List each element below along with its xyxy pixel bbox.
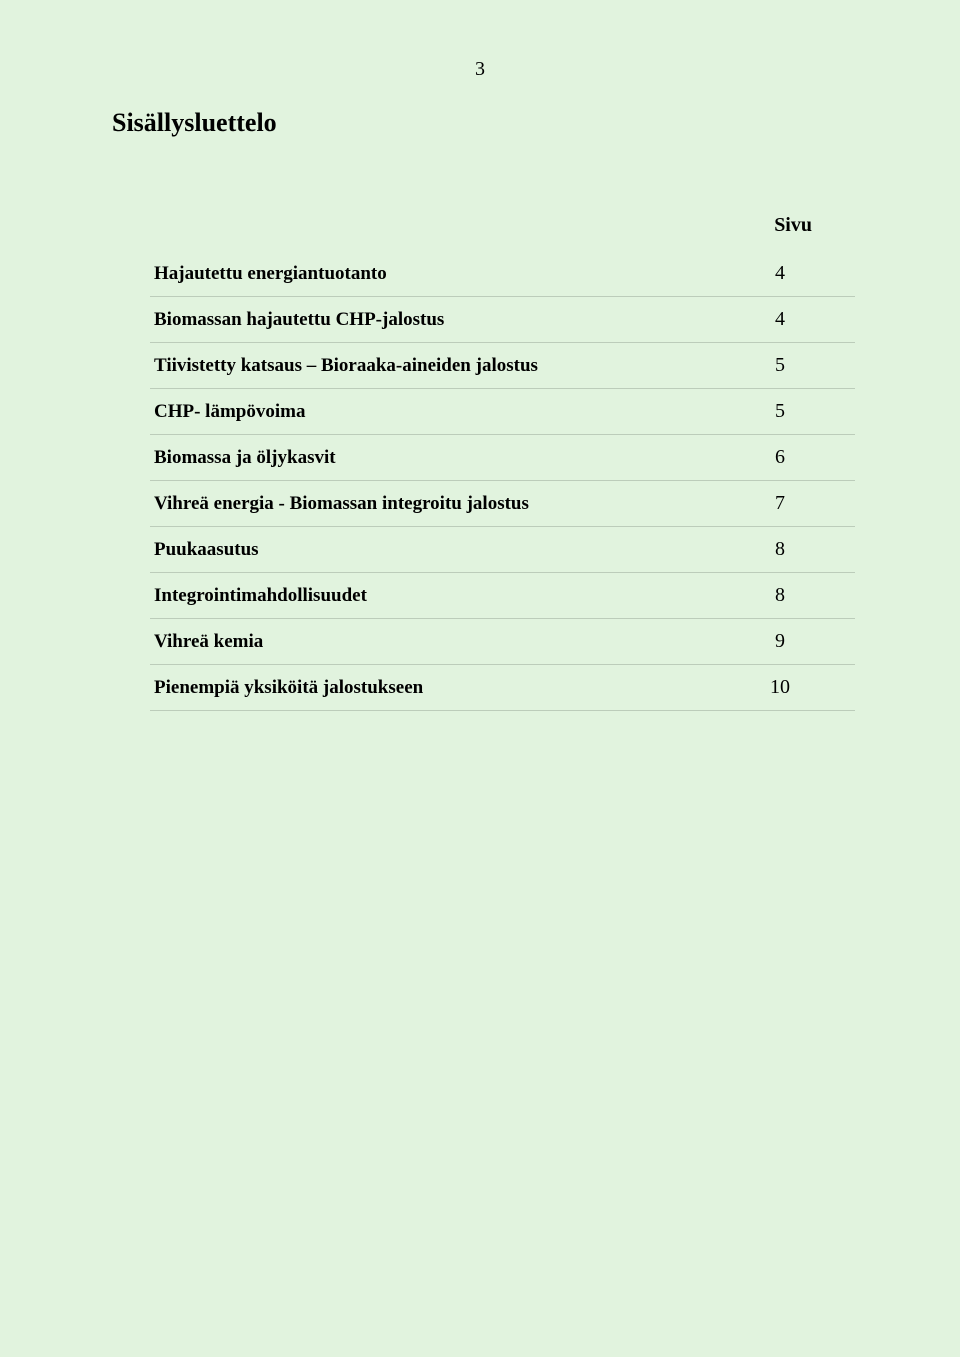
toc-entry-page: 6: [705, 435, 855, 481]
toc-entry-title: Biomassan hajautettu CHP-jalostus: [150, 297, 705, 343]
toc-entry-page: 8: [705, 573, 855, 619]
toc-entry-page: 5: [705, 343, 855, 389]
toc-entry-page: 7: [705, 481, 855, 527]
toc-heading: Sisällysluettelo: [112, 108, 855, 138]
content-area: Sisällysluettelo Sivu Hajautettu energia…: [0, 0, 960, 711]
toc-row: Tiivistetty katsaus – Bioraaka-aineiden …: [150, 343, 855, 389]
toc-entry-title: CHP- lämpövoima: [150, 389, 705, 435]
toc-entry-title: Vihreä kemia: [150, 619, 705, 665]
toc-entry-title: Tiivistetty katsaus – Bioraaka-aineiden …: [150, 343, 705, 389]
toc-entry-page: 5: [705, 389, 855, 435]
toc-entry-page: 9: [705, 619, 855, 665]
column-header-page: Sivu: [150, 214, 855, 237]
toc-row: Biomassan hajautettu CHP-jalostus4: [150, 297, 855, 343]
toc-entry-title: Integrointimahdollisuudet: [150, 573, 705, 619]
toc-entry-page: 4: [705, 297, 855, 343]
toc-row: Puukaasutus8: [150, 527, 855, 573]
toc-table: Hajautettu energiantuotanto4Biomassan ha…: [150, 251, 855, 711]
toc-row: Pienempiä yksiköitä jalostukseen10: [150, 665, 855, 711]
toc-container: Sivu Hajautettu energiantuotanto4Biomass…: [112, 214, 855, 711]
toc-row: Integrointimahdollisuudet8: [150, 573, 855, 619]
toc-entry-page: 4: [705, 251, 855, 297]
toc-row: Hajautettu energiantuotanto4: [150, 251, 855, 297]
toc-entry-title: Vihreä energia - Biomassan integroitu ja…: [150, 481, 705, 527]
toc-row: Biomassa ja öljykasvit6: [150, 435, 855, 481]
toc-row: Vihreä kemia9: [150, 619, 855, 665]
toc-row: Vihreä energia - Biomassan integroitu ja…: [150, 481, 855, 527]
toc-entry-title: Puukaasutus: [150, 527, 705, 573]
page-number: 3: [475, 58, 485, 81]
toc-row: CHP- lämpövoima5: [150, 389, 855, 435]
toc-entry-title: Hajautettu energiantuotanto: [150, 251, 705, 297]
toc-entry-title: Pienempiä yksiköitä jalostukseen: [150, 665, 705, 711]
toc-entry-page: 8: [705, 527, 855, 573]
toc-entry-page: 10: [705, 665, 855, 711]
toc-entry-title: Biomassa ja öljykasvit: [150, 435, 705, 481]
